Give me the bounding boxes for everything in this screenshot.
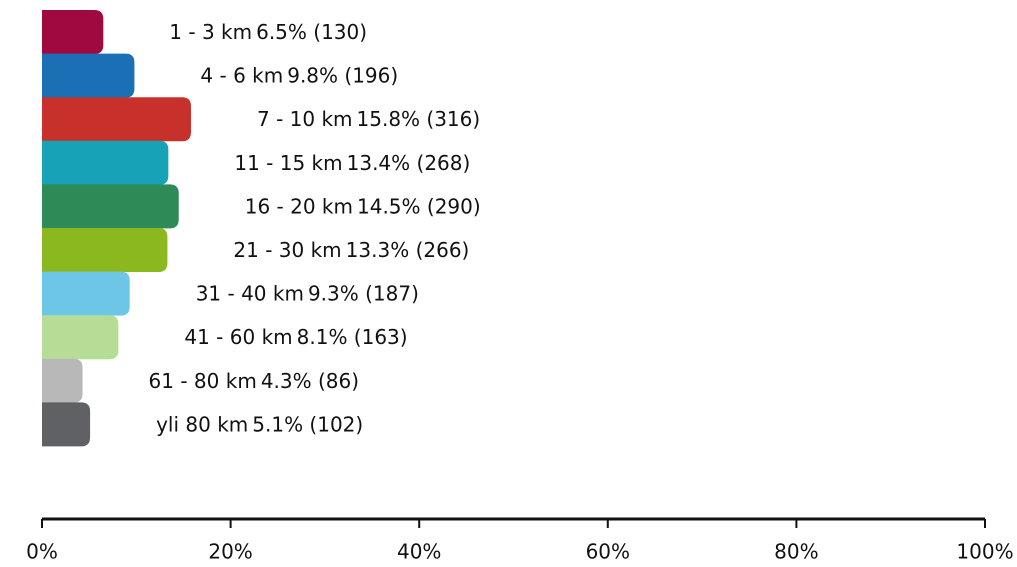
value-label: 9.8% (196) (287, 63, 398, 87)
x-tick-label: 80% (774, 540, 818, 564)
category-label: 41 - 60 km (184, 325, 292, 349)
category-label: 11 - 15 km (234, 150, 342, 174)
bar-label: 31 - 40 km 9.3% (187) (196, 281, 419, 305)
bar-label: 11 - 15 km 13.4% (268) (234, 150, 470, 174)
bar (42, 228, 168, 272)
category-label: yli 80 km (156, 412, 248, 436)
value-label: 9.3% (187) (308, 281, 419, 305)
bar (42, 184, 179, 229)
bar-label: 41 - 60 km 8.1% (163) (184, 325, 407, 349)
value-label: 8.1% (163) (297, 325, 408, 349)
bar (42, 140, 169, 185)
value-label: 6.5% (130) (256, 20, 367, 44)
bar-label: 7 - 10 km 15.8% (316) (257, 107, 480, 131)
value-label: 13.3% (266) (346, 238, 470, 262)
x-tick-label: 0% (26, 540, 58, 564)
bar (42, 402, 91, 447)
category-label: 61 - 80 km (149, 368, 257, 392)
category-label: 7 - 10 km (257, 107, 353, 131)
bar (42, 315, 119, 360)
x-tick-label: 20% (208, 540, 252, 564)
category-label: 31 - 40 km (196, 281, 304, 305)
x-tick-label: 100% (956, 540, 1013, 564)
category-label: 1 - 3 km (169, 20, 252, 44)
bar (42, 358, 83, 403)
bar-label: yli 80 km 5.1% (102) (156, 412, 363, 436)
x-tick-label: 60% (586, 540, 630, 564)
category-label: 16 - 20 km (245, 194, 353, 218)
bar-label: 1 - 3 km 6.5% (130) (169, 20, 367, 44)
category-label: 4 - 6 km (200, 63, 283, 87)
bar-label: 21 - 30 km 13.3% (266) (233, 238, 469, 262)
category-label: 21 - 30 km (233, 238, 341, 262)
value-label: 14.5% (290) (357, 194, 481, 218)
bar-label: 16 - 20 km 14.5% (290) (245, 194, 481, 218)
bar (42, 97, 191, 142)
value-label: 5.1% (102) (252, 412, 363, 436)
bar (42, 271, 130, 316)
bar (42, 53, 135, 98)
value-label: 4.3% (86) (261, 368, 359, 392)
bar-label: 61 - 80 km 4.3% (86) (149, 368, 360, 392)
value-label: 15.8% (316) (357, 107, 481, 131)
bar-label: 4 - 6 km 9.8% (196) (200, 63, 398, 87)
value-label: 13.4% (268) (347, 150, 471, 174)
x-tick-label: 40% (397, 540, 441, 564)
bar (42, 10, 104, 54)
